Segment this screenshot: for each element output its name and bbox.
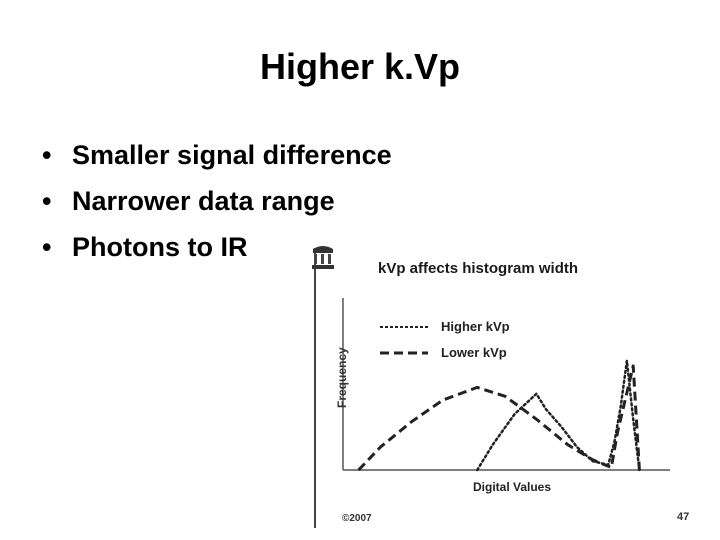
page-number: 47 [677,511,690,523]
y-axis-label: Frequency [335,347,349,408]
bullet-item: • Photons to IR [42,224,392,270]
series-layer [357,359,641,472]
bullet-text: Photons to IR [72,232,248,262]
copyright-text: ©2007 [342,513,372,524]
bullet-dot-icon: • [42,232,52,262]
chart-title: kVp affects histogram width [378,260,579,277]
bullet-item: • Narrower data range [42,178,392,224]
bullet-item: • Smaller signal difference [42,132,392,178]
bullet-list: • Smaller signal difference • Narrower dat… [42,132,392,270]
slide-title: Higher k.Vp [259,46,461,88]
bullet-text: Smaller signal difference [72,140,392,170]
bullet-dot-icon: • [42,140,52,170]
x-axis-label: Digital Values [473,480,552,494]
legend-label-higher: Higher kVp [441,319,510,334]
bullet-dot-icon: • [42,186,52,216]
series-line-higher-kvp [475,359,641,472]
series-line-lower-kvp [357,364,641,472]
histogram-chart [314,248,670,528]
university-logo-icon [312,246,334,269]
bullet-text: Narrower data range [72,186,335,216]
legend-label-lower: Lower kVp [441,345,507,360]
histogram-figure: kVp affects histogram width Frequency Di… [310,243,689,533]
